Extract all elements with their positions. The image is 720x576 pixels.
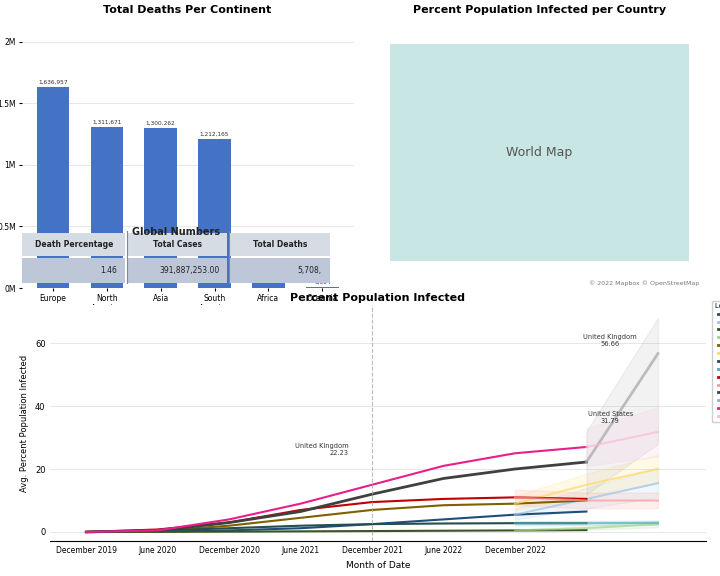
Text: 6,614: 6,614 [314, 280, 330, 285]
Text: United States
31.79: United States 31.79 [588, 411, 633, 425]
Text: 1,212,165: 1,212,165 [200, 132, 230, 137]
Text: 1,311,671: 1,311,671 [92, 119, 122, 124]
Text: World Map: World Map [506, 146, 572, 159]
Text: © 2022 Mapbox © OpenStreetMap: © 2022 Mapbox © OpenStreetMap [589, 281, 699, 286]
FancyBboxPatch shape [127, 233, 228, 256]
FancyBboxPatch shape [127, 258, 228, 283]
Bar [91, 127, 123, 288]
Text: 240,359: 240,359 [256, 251, 281, 256]
Text: Global Numbers: Global Numbers [132, 226, 220, 237]
FancyBboxPatch shape [229, 233, 330, 256]
Text: 391,887,253.00: 391,887,253.00 [160, 266, 220, 275]
Title: Total Deaths Per Continent: Total Deaths Per Continent [104, 5, 271, 15]
Bar [145, 128, 177, 288]
FancyBboxPatch shape [229, 258, 330, 283]
Bar [252, 259, 284, 288]
X-axis label: Month of Date: Month of Date [346, 561, 410, 570]
Bar [37, 86, 69, 288]
Bar [199, 139, 230, 288]
Text: Total Cases: Total Cases [153, 240, 202, 249]
Title: Percent Population Infected per Country: Percent Population Infected per Country [413, 5, 666, 15]
Text: United Kingdom
56.66: United Kingdom 56.66 [583, 334, 637, 347]
Text: 1,636,957: 1,636,957 [38, 79, 68, 84]
Text: 1.46: 1.46 [101, 266, 117, 275]
Text: Continent: Continent [167, 0, 208, 1]
Title: Percent Population Infected: Percent Population Infected [290, 293, 466, 303]
Text: 1,300,262: 1,300,262 [145, 121, 176, 126]
Text: Total Deaths: Total Deaths [253, 240, 307, 249]
FancyBboxPatch shape [22, 233, 125, 256]
Text: Death Percentage: Death Percentage [35, 240, 114, 249]
Text: United Kingdom
22.23: United Kingdom 22.23 [294, 443, 348, 456]
FancyBboxPatch shape [22, 258, 125, 283]
Y-axis label: Avg. Percent Population Infected: Avg. Percent Population Infected [20, 355, 30, 492]
Bar [306, 287, 338, 288]
Text: 5,708,: 5,708, [298, 266, 322, 275]
Legend: Canada, Actual, Canada, Estimate, Egypt, Actual, Egypt, Estimate, Germany, Actua: Canada, Actual, Canada, Estimate, Egypt,… [712, 301, 720, 422]
FancyBboxPatch shape [390, 44, 689, 261]
